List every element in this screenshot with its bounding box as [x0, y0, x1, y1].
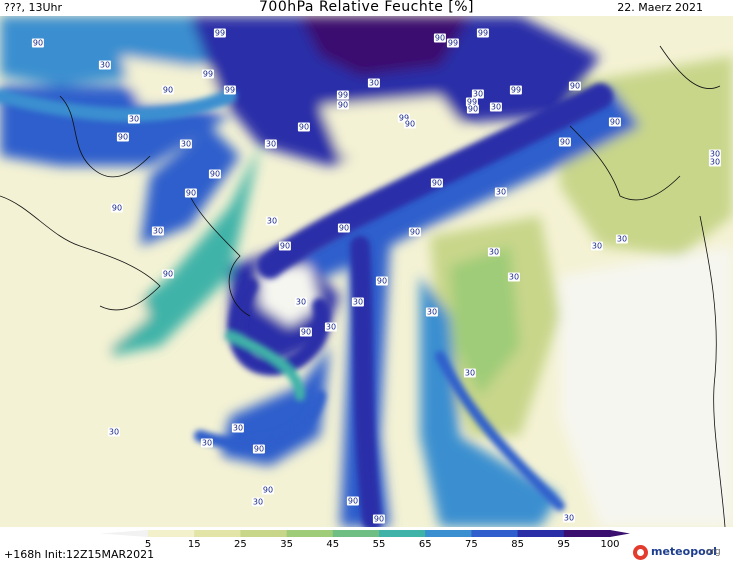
contour-label: 30	[179, 139, 193, 149]
contour-label: 30	[708, 149, 722, 159]
contour-label: 90	[346, 496, 360, 506]
contour-label: 30	[507, 272, 521, 282]
init-time-label: +168h Init:12Z15MAR2021	[4, 548, 155, 561]
contour-label: 90	[161, 85, 175, 95]
contour-label: 90	[31, 38, 45, 48]
contour-label: 30	[251, 497, 265, 507]
contour-label: 90	[372, 514, 386, 524]
legend-swatch	[194, 530, 241, 537]
contour-label: 30	[351, 297, 365, 307]
legend-swatch	[425, 530, 472, 537]
contour-label: 30	[151, 226, 165, 236]
contour-label: 30	[264, 139, 278, 149]
logo-icon	[633, 545, 648, 560]
legend-tick-label: 55	[373, 539, 386, 549]
contour-label: 30	[324, 322, 338, 332]
humidity-field	[0, 16, 733, 527]
legend-min-arrow	[100, 530, 148, 537]
contour-label: 30	[367, 78, 381, 88]
logo-text: meteopool	[651, 545, 717, 558]
legend-swatch	[563, 530, 611, 537]
contour-label: 90	[261, 485, 275, 495]
contour-label: 30	[107, 427, 121, 437]
header-bar: ???, 13Uhr 700hPa Relative Feuchte [%] 2…	[0, 0, 733, 16]
forecast-date: 22. Maerz 2021	[617, 1, 703, 14]
humidity-map: 90 30 90 99 99 99 30 90 30 90 90 90 30 90 30 90 99 90 30 99…	[0, 16, 733, 527]
legend-tick-label: 75	[465, 539, 478, 549]
contour-label: 99	[336, 90, 350, 100]
meteopool-logo[interactable]: meteopool .org	[633, 543, 733, 565]
contour-label: 90	[466, 104, 480, 114]
contour-label: 30	[590, 241, 604, 251]
contour-label: 30	[98, 60, 112, 70]
contour-label: 90	[208, 169, 222, 179]
legend-swatch	[332, 530, 380, 537]
contour-label: 30	[200, 438, 214, 448]
legend-swatch	[148, 530, 195, 537]
contour-label: 99	[397, 113, 411, 123]
contour-label: 90	[278, 241, 292, 251]
contour-label: 90	[558, 137, 572, 147]
contour-label: 90	[252, 444, 266, 454]
legend-max-arrow	[610, 530, 630, 537]
legend-bar: 5 15 25 35 45 55 65 75 85 95 100	[100, 530, 630, 550]
legend-swatch	[517, 530, 565, 537]
contour-label: 90	[568, 81, 582, 91]
legend-tick-label: 35	[280, 539, 293, 549]
contour-label: 30	[494, 187, 508, 197]
contour-label: 30	[471, 89, 485, 99]
legend-swatch	[286, 530, 334, 537]
contour-label: 99	[509, 85, 523, 95]
legend-tick-label: 100	[600, 539, 619, 549]
contour-label: 30	[463, 368, 477, 378]
legend-tick-label: 95	[557, 539, 570, 549]
contour-label: 30	[425, 307, 439, 317]
contour-label: 99	[465, 97, 479, 107]
legend-swatch	[471, 530, 519, 537]
legend-tick-label: 25	[234, 539, 247, 549]
contour-label: 90	[161, 269, 175, 279]
contour-label: 90	[337, 223, 351, 233]
contour-label: 30	[231, 423, 245, 433]
contour-label: 90	[110, 203, 124, 213]
location-time-label: ???, 13Uhr	[4, 1, 63, 14]
legend-tick-label: 45	[326, 539, 339, 549]
contour-label: 30	[265, 216, 279, 226]
contour-label: 30	[615, 234, 629, 244]
logo-suffix: .org	[703, 547, 721, 557]
contour-label: 90	[608, 117, 622, 127]
contour-label: 99	[201, 69, 215, 79]
contour-label: 90	[336, 100, 350, 110]
color-legend: 5 15 25 35 45 55 65 75 85 95 100	[0, 527, 733, 566]
contour-label: 90	[408, 227, 422, 237]
contour-label: 30	[127, 114, 141, 124]
map-title: 700hPa Relative Feuchte [%]	[259, 0, 474, 15]
legend-swatch	[240, 530, 288, 537]
legend-tick-label: 85	[511, 539, 524, 549]
contour-label: 30	[487, 247, 501, 257]
contour-label: 30	[489, 102, 503, 112]
contour-label: 30	[562, 513, 576, 523]
legend-swatch	[379, 530, 426, 537]
contour-label: 99	[213, 28, 227, 38]
contour-label: 99	[223, 85, 237, 95]
contour-label: 30	[294, 297, 308, 307]
contour-label: 90	[184, 188, 198, 198]
legend-tick-label: 65	[419, 539, 432, 549]
contour-label: 99	[446, 38, 460, 48]
contour-label: 99	[476, 28, 490, 38]
contour-label: 90	[433, 33, 447, 43]
contour-label: 90	[403, 119, 417, 129]
legend-tick-label: 15	[188, 539, 201, 549]
contour-label: 90	[297, 122, 311, 132]
contour-label: 90	[375, 276, 389, 286]
contour-label: 90	[299, 327, 313, 337]
legend-tick-label: 5	[145, 539, 151, 549]
contour-label: 30	[708, 157, 722, 167]
contour-label: 90	[430, 178, 444, 188]
contour-label: 90	[116, 132, 130, 142]
